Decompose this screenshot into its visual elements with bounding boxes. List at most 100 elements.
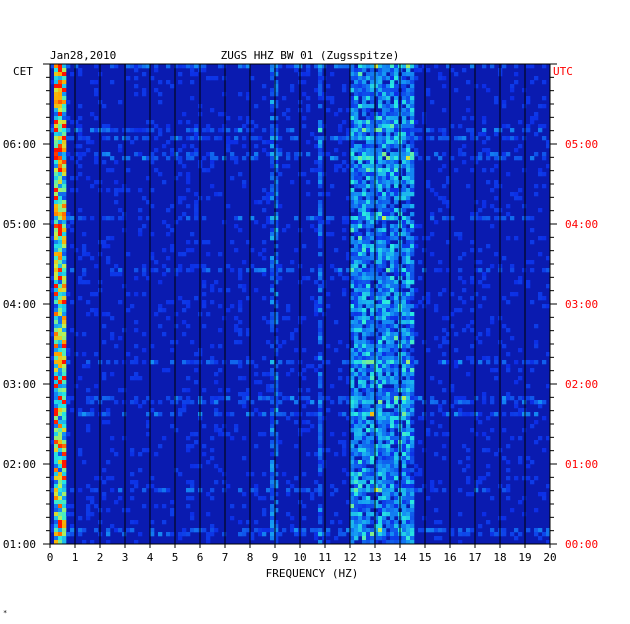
spectrogram-cell xyxy=(382,300,387,305)
spectrogram-cell xyxy=(482,168,487,173)
spectrogram-cell xyxy=(186,444,191,449)
spectrogram-cell xyxy=(78,136,83,141)
spectrogram-cell xyxy=(94,308,99,313)
spectrogram-cell xyxy=(154,452,159,457)
spectrogram-cell xyxy=(402,204,407,209)
spectrogram-cell xyxy=(354,232,359,237)
spectrogram-cell xyxy=(410,184,415,189)
spectrogram-cell xyxy=(414,68,419,73)
spectrogram-cell xyxy=(386,96,391,101)
spectrogram-cell xyxy=(370,220,375,225)
spectrogram-cell xyxy=(222,432,227,437)
spectrogram-cell xyxy=(354,340,359,345)
spectrogram-cell xyxy=(358,192,363,197)
spectrogram-cell xyxy=(178,296,183,301)
spectrogram-cell xyxy=(434,432,439,437)
spectrogram-cell xyxy=(394,176,399,181)
spectrogram-cell xyxy=(382,72,387,77)
spectrogram-cell xyxy=(378,324,383,329)
spectrogram-cell xyxy=(502,156,507,161)
spectrogram-cell xyxy=(494,184,499,189)
spectrogram-cell xyxy=(342,532,347,537)
spectrogram-cell xyxy=(370,476,375,481)
spectrogram-cell xyxy=(438,480,443,485)
spectrogram-cell xyxy=(426,92,431,97)
spectrogram-cell xyxy=(302,72,307,77)
spectrogram-cell xyxy=(134,292,139,297)
spectrogram-cell xyxy=(206,360,211,365)
spectrogram-cell xyxy=(62,236,67,241)
spectrogram-cell xyxy=(406,260,411,265)
spectrogram-cell xyxy=(374,236,379,241)
spectrogram-cell xyxy=(386,500,391,505)
spectrogram-cell xyxy=(374,320,379,325)
spectrogram-cell xyxy=(102,396,107,401)
spectrogram-cell xyxy=(394,356,399,361)
spectrogram-cell xyxy=(394,292,399,297)
spectrogram-cell xyxy=(158,304,163,309)
spectrogram-cell xyxy=(406,392,411,397)
spectrogram-cell xyxy=(122,412,127,417)
spectrogram-cell xyxy=(62,444,67,449)
spectrogram-cell xyxy=(430,488,435,493)
spectrogram-cell xyxy=(290,516,295,521)
spectrogram-cell xyxy=(366,396,371,401)
spectrogram-cell xyxy=(378,376,383,381)
spectrogram-cell xyxy=(258,268,263,273)
spectrogram-cell xyxy=(62,364,67,369)
spectrogram-cell xyxy=(390,136,395,141)
spectrogram-cell xyxy=(194,380,199,385)
spectrogram-cell xyxy=(346,528,351,533)
spectrogram-cell xyxy=(354,276,359,281)
spectrogram-cell xyxy=(226,484,231,489)
spectrogram-cell xyxy=(318,144,323,149)
spectrogram-cell xyxy=(390,328,395,333)
spectrogram-cell xyxy=(442,328,447,333)
spectrogram-cell xyxy=(486,356,491,361)
spectrogram-cell xyxy=(482,476,487,481)
spectrogram-cell xyxy=(358,144,363,149)
spectrogram-cell xyxy=(318,488,323,493)
spectrogram-cell xyxy=(326,360,331,365)
spectrogram-cell xyxy=(234,160,239,165)
spectrogram-cell xyxy=(378,456,383,461)
spectrogram-cell xyxy=(382,200,387,205)
spectrogram-cell xyxy=(54,64,59,69)
spectrogram-cell xyxy=(218,128,223,133)
spectrogram-cell xyxy=(362,156,367,161)
spectrogram-cell xyxy=(250,536,255,541)
spectrogram-cell xyxy=(54,520,59,525)
spectrogram-cell xyxy=(354,420,359,425)
spectrogram-cell xyxy=(378,248,383,253)
spectrogram-cell xyxy=(54,452,59,457)
x-tick-label: 4 xyxy=(147,551,154,564)
spectrogram-cell xyxy=(366,136,371,141)
spectrogram-cell xyxy=(386,116,391,121)
spectrogram-cell xyxy=(366,84,371,89)
spectrogram-cell xyxy=(194,208,199,213)
spectrogram-cell xyxy=(278,204,283,209)
spectrogram-cell xyxy=(486,332,491,337)
spectrogram-cell xyxy=(358,204,363,209)
spectrogram-cell xyxy=(394,260,399,265)
spectrogram-cell xyxy=(322,92,327,97)
spectrogram-cell xyxy=(102,160,107,165)
spectrogram-cell xyxy=(322,220,327,225)
spectrogram-cell xyxy=(58,96,63,101)
spectrogram-cell xyxy=(378,212,383,217)
spectrogram-cell xyxy=(186,64,191,69)
spectrogram-cell xyxy=(390,392,395,397)
spectrogram-cell xyxy=(54,252,59,257)
spectrogram-cell xyxy=(122,228,127,233)
spectrogram-cell xyxy=(466,372,471,377)
spectrogram-cell xyxy=(470,428,475,433)
spectrogram-cell xyxy=(454,332,459,337)
spectrogram-cell xyxy=(370,412,375,417)
spectrogram-cell xyxy=(354,96,359,101)
spectrogram-cell xyxy=(534,192,539,197)
spectrogram-cell xyxy=(182,360,187,365)
spectrogram-cell xyxy=(138,404,143,409)
spectrogram-cell xyxy=(54,84,59,89)
spectrogram-cell xyxy=(402,400,407,405)
spectrogram-cell xyxy=(370,216,375,221)
